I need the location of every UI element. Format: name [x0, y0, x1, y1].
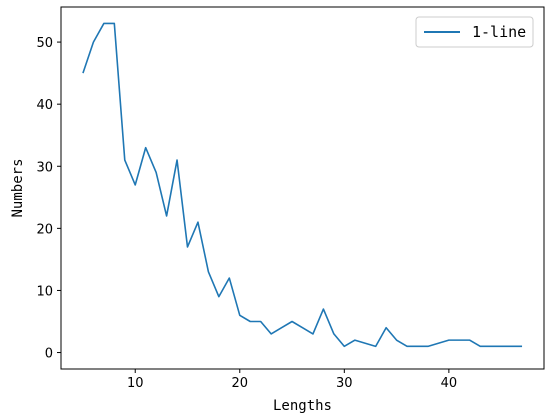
x-tick-label: 10 — [127, 376, 144, 391]
y-axis: 0 10 20 30 40 50 — [36, 36, 61, 362]
y-tick-label: 40 — [36, 98, 53, 113]
y-tick-label: 30 — [36, 160, 53, 175]
x-tick-label: 40 — [441, 376, 458, 391]
y-tick-label: 20 — [36, 222, 53, 237]
x-tick-label: 30 — [336, 376, 353, 391]
x-tick-label: 20 — [231, 376, 248, 391]
plot-area — [82, 22, 523, 348]
y-axis-title: Numbers — [10, 158, 26, 217]
legend-box — [415, 16, 534, 48]
legend-label-1-line: 1-line — [472, 23, 526, 41]
y-tick-label: 50 — [36, 36, 53, 51]
axes-frame — [60, 6, 545, 370]
legend: 1-line — [415, 16, 534, 48]
y-tick-label: 10 — [36, 284, 53, 299]
y-tick-label: 0 — [45, 347, 53, 362]
series-line-0 — [82, 22, 523, 348]
x-axis: 10 20 30 40 — [127, 369, 457, 391]
x-axis-title: Lengths — [273, 398, 332, 414]
